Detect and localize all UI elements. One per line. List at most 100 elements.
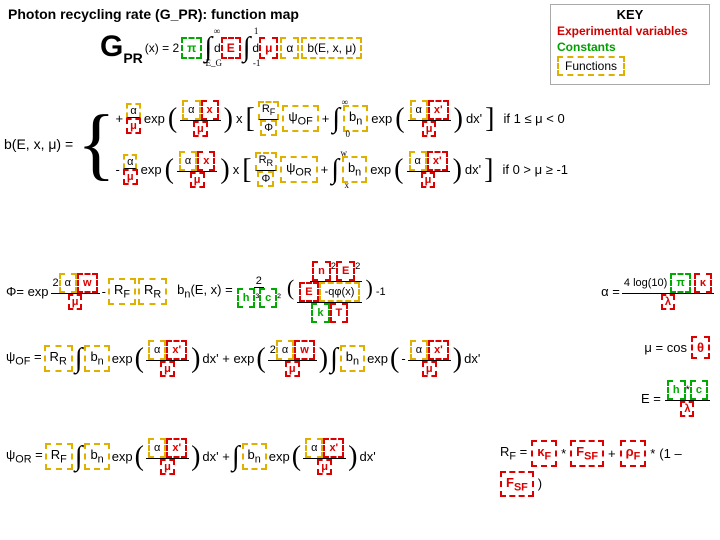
c2-cond: if 0 > μ ≥ -1: [502, 162, 568, 177]
c2-mu3: μ: [421, 172, 436, 188]
of-rp: ): [191, 343, 200, 375]
or-bn: bn: [84, 443, 109, 470]
of-bn: bn: [84, 345, 109, 372]
dmu: dμ: [252, 37, 278, 59]
pr-sub: PR: [123, 50, 142, 66]
c2-frac2: αxμ: [177, 151, 217, 188]
of-mu3: μ: [422, 361, 437, 377]
of-a3: α: [410, 340, 428, 360]
g: G: [100, 30, 123, 63]
RF-def: RF = κF * FSF + ρF * (1 – FSF ): [500, 440, 710, 497]
of-lp2: (: [256, 343, 265, 375]
c1-frac1: αμ: [126, 103, 141, 134]
c1-a3: α: [410, 100, 428, 120]
phi-def: Φ= exp 2αw μ - RF RR: [6, 273, 167, 310]
or-a: α: [148, 438, 166, 458]
c2-x: x: [197, 151, 215, 171]
alpha-lhs: α =: [601, 284, 620, 299]
arg: (x) = 2: [145, 41, 179, 55]
phi-mu: μ: [68, 294, 83, 310]
rf-fsf2: FSF: [500, 471, 534, 498]
of-mu: μ: [160, 361, 175, 377]
of-rp2: ): [319, 343, 328, 375]
piecewise-def: b(E, x, μ) = { + αμ exp ( αxμ ) x [ RFΦ …: [4, 100, 716, 188]
rf-close: ): [538, 476, 542, 491]
or-mu: μ: [160, 459, 175, 475]
bn-k: k: [311, 303, 329, 323]
case-2: - αμ exp ( αxμ ) x [ RRΦ ψOR + ∫wx bn ex…: [116, 151, 569, 188]
c1-exp: exp: [144, 111, 165, 126]
rf-fsf: FSF: [570, 440, 604, 467]
c1-plus: +: [322, 111, 330, 126]
c1-ib: 0: [345, 129, 350, 139]
or-dxp: dx' +: [202, 449, 229, 464]
alpha-lam: λ: [661, 294, 675, 310]
of-frac2: 2αwμ: [268, 340, 317, 377]
bn-frac2: n2E2 ( E-qφ(x)kT ) -1: [285, 260, 388, 323]
key-title: KEY: [557, 7, 703, 22]
bn-E: E: [336, 261, 355, 281]
phi-lhs: Φ= exp: [6, 284, 49, 299]
key-func: Functions: [557, 56, 625, 76]
of-exp: exp: [112, 351, 133, 366]
bn-lhs: bn(E, x) =: [177, 282, 233, 301]
of-xp2: x': [428, 340, 449, 360]
c2-frac3: RRΦ: [255, 152, 278, 186]
mu-lhs: μ = cos: [644, 340, 687, 355]
c2-it: w: [340, 148, 347, 158]
bn-T: T: [330, 303, 349, 323]
int1-bot: E_G: [206, 58, 223, 68]
or-mu2: μ: [317, 459, 332, 475]
of-mu2: μ: [285, 361, 300, 377]
int2: ∫1-1: [243, 32, 251, 64]
phi-minus: -: [102, 284, 106, 299]
or-frac1: αx'μ: [146, 438, 189, 475]
c1-frac3: RFΦ: [258, 101, 280, 135]
or-int2: ∫: [232, 441, 240, 473]
c1-sign: +: [116, 111, 124, 126]
c1-rb: ]: [485, 103, 494, 135]
psiof-lhs: ψOF =: [6, 349, 42, 368]
bn-qphi: -qφ(x): [319, 282, 361, 302]
rf-s2: *: [650, 446, 655, 461]
E-lam: λ: [680, 401, 694, 417]
mu-def: μ = cosθ: [644, 336, 710, 359]
or-exp: exp: [112, 449, 133, 464]
c2-int: ∫wx: [331, 154, 339, 186]
E-frac: h*cλ: [665, 380, 710, 417]
of-a2: α: [276, 340, 294, 360]
bn-n: n: [312, 261, 331, 281]
page-title: Photon recycling rate (G_PR): function m…: [8, 6, 299, 22]
c2-ib: x: [344, 180, 349, 190]
c2-lb: [: [242, 154, 251, 186]
bn-lp: (: [287, 275, 294, 300]
mu-var: μ: [259, 37, 278, 59]
or-xp: x': [166, 438, 187, 458]
of-rr: RR: [44, 345, 73, 372]
alpha-k: κ: [694, 273, 712, 293]
rf-1m: (1 –: [659, 446, 681, 461]
of-lp: (: [135, 343, 144, 375]
rf-plus: +: [608, 446, 616, 461]
phi-a: α: [59, 273, 77, 293]
c2-rb: ]: [484, 154, 493, 186]
c2-frac4: αx'μ: [407, 151, 450, 188]
title-text: Photon recycling rate (G_PR): function m…: [8, 6, 299, 22]
row-2: Φ= exp 2αw μ - RF RR bn(E, x) = 2h³c² n2…: [6, 260, 714, 323]
phi-rr: RR: [138, 278, 167, 305]
E-c: c: [690, 380, 708, 400]
int1: ∫∞E_G: [204, 32, 212, 64]
c2-a3: α: [409, 151, 427, 171]
c2-exp2: exp: [370, 162, 391, 177]
c2-phi: Φ: [257, 171, 274, 187]
E-var: E: [221, 37, 241, 59]
bn-frac3: E-qφ(x)kT: [297, 282, 362, 323]
alpha-pi: π: [670, 273, 690, 293]
of-frac3: αx'μ: [408, 340, 451, 377]
key-func-wrap: Functions: [557, 56, 703, 76]
psior-lhs: ψOR =: [6, 447, 43, 466]
or-a2: α: [305, 438, 323, 458]
bn-h3c2: h³c²: [235, 288, 283, 308]
c1-a2: α: [182, 100, 200, 120]
or-lp: (: [135, 441, 144, 473]
